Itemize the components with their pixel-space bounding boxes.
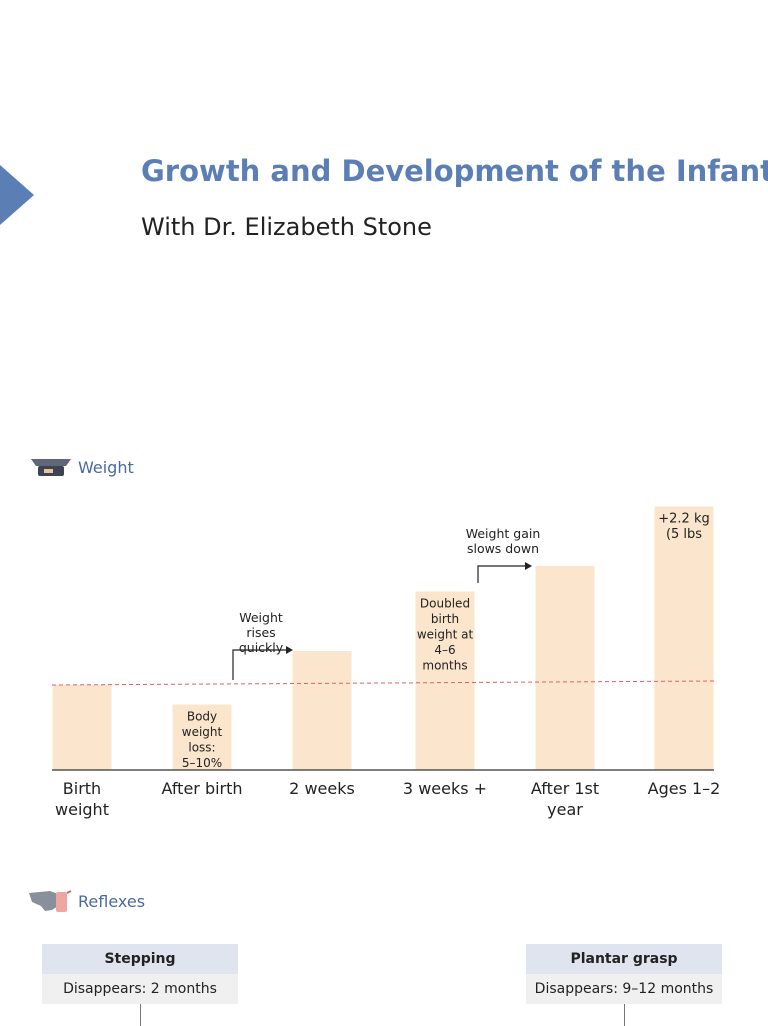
x-tick-label: Ages 1–2: [648, 779, 721, 798]
weight-chart: Birth weight After birth 2 weeks 3 weeks + Af…: [51, 506, 721, 819]
chart-bars: [52, 506, 714, 770]
annotation-arrowhead: [525, 562, 532, 570]
bar: [535, 566, 595, 770]
annotation-label: Weight: [239, 610, 283, 625]
hand-icon: [29, 890, 72, 912]
data-label: Doubled: [420, 597, 470, 611]
data-label: months: [422, 659, 467, 673]
x-tick-label: year: [547, 800, 583, 819]
page-subtitle: With Dr. Elizabeth Stone: [141, 213, 432, 241]
data-label: birth: [431, 612, 459, 626]
section-arrow-icon: [0, 165, 34, 225]
reflex-disappears: Disappears: 9–12 months: [526, 974, 722, 1004]
reflexes-section-label: Reflexes: [78, 891, 146, 911]
x-tick-label: Birth: [63, 779, 101, 798]
reflex-name: Plantar grasp: [526, 944, 722, 974]
reflex-card-plantar-grasp: Plantar grasp Disappears: 9–12 months: [526, 944, 722, 1026]
annotation-arrow: [477, 565, 525, 583]
x-tick-label: After 1st: [531, 779, 599, 798]
bar: [172, 704, 232, 770]
annotation-label: quickly: [239, 640, 284, 655]
x-tick-label: After birth: [161, 779, 242, 798]
bar: [654, 506, 714, 770]
bar: [415, 591, 475, 770]
annotation-arrowhead: [286, 646, 293, 654]
scale-icon: [31, 459, 71, 476]
page-title: Growth and Development of the Infant: [141, 154, 768, 188]
data-label: Body: [187, 710, 217, 724]
chart-overlay: Birth weight After birth 2 weeks 3 weeks + Af…: [51, 512, 721, 819]
reflex-disappears: Disappears: 2 months: [42, 974, 238, 1004]
weight-section-heading: Weight: [30, 456, 134, 478]
x-tick-label: weight: [55, 800, 109, 819]
reflex-card-stepping: Stepping Disappears: 2 months: [42, 944, 238, 1026]
connector-line: [140, 1004, 141, 1026]
data-label: 4–6: [434, 643, 455, 657]
weight-section-label: Weight: [78, 457, 134, 477]
x-tick-label: 2 weeks: [289, 779, 355, 798]
data-label: weight: [182, 725, 223, 739]
data-label: weight at: [417, 628, 474, 642]
connector-line: [624, 1004, 625, 1026]
data-label: (5 lbs: [666, 527, 702, 542]
annotation-label: rises: [246, 625, 275, 640]
annotation-label: Weight gain: [466, 526, 541, 541]
reference-line: [51, 680, 715, 686]
bar: [52, 685, 112, 770]
annotation-arrow: [232, 649, 286, 680]
reflex-name: Stepping: [42, 944, 238, 974]
data-label: +2.2 kg: [658, 512, 709, 527]
reflexes-section-heading: Reflexes: [28, 888, 145, 914]
annotation-label: slows down: [467, 541, 539, 556]
bar: [292, 651, 352, 770]
data-label: 5–10%: [182, 756, 222, 770]
x-tick-label: 3 weeks +: [403, 779, 487, 798]
data-label: loss:: [188, 741, 215, 755]
